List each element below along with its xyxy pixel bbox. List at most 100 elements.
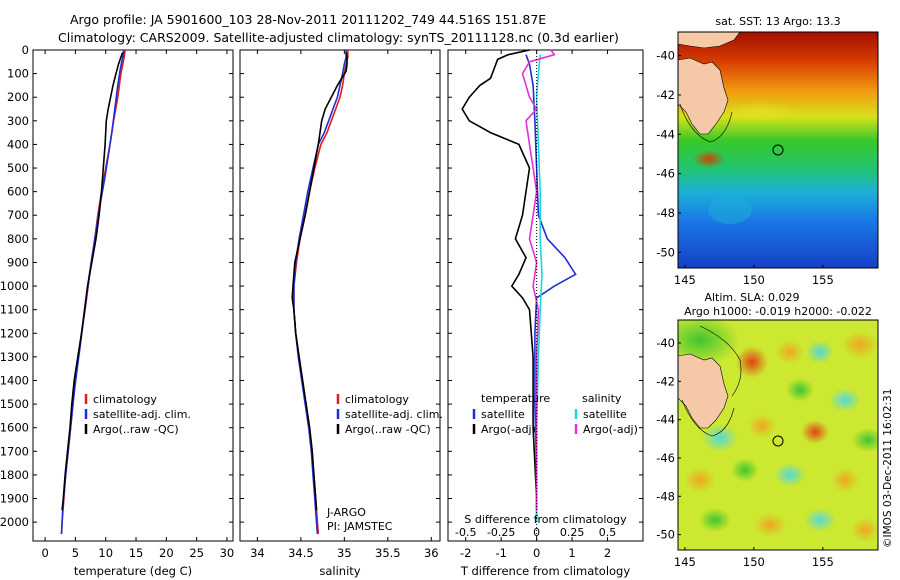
y-tick-label: -48 <box>656 206 675 220</box>
y-tick-label: 0 <box>22 43 29 57</box>
tasmania-shape <box>678 57 729 135</box>
salinity-axes-box <box>239 49 441 542</box>
y-tick-label: -46 <box>656 167 675 181</box>
y-tick-label: -50 <box>656 528 675 542</box>
salinity-panel: 34 34.5 35 35.5 36 salinity climatology satelli… <box>239 49 443 578</box>
x-tick-label: 15 <box>129 546 144 560</box>
legend-label: Argo(-adj) <box>481 423 536 436</box>
x-tick-label: 5 <box>72 546 79 560</box>
y-tick-label: 700 <box>7 208 29 222</box>
y-tick-label: 1800 <box>0 468 29 482</box>
s-tick-label: 0 <box>533 526 540 539</box>
x-tick-label: 10 <box>98 546 113 560</box>
sla-map-subtitle: Argo h1000: -0.019 h2000: -0.022 <box>684 305 872 318</box>
y-tick-label: -42 <box>656 88 675 102</box>
y-tick-label: -42 <box>656 374 675 388</box>
x-tick-label: 0 <box>533 546 540 560</box>
mainland-coast <box>678 32 741 49</box>
temperature-series-2 <box>61 52 124 511</box>
x-tick-label: 150 <box>743 273 765 287</box>
y-tick-label: 300 <box>7 114 29 128</box>
x-tick-label: 155 <box>812 555 834 569</box>
difference-xlabel2: S difference from climatology <box>464 513 627 526</box>
y-tick-label: 1900 <box>0 492 29 506</box>
difference-axes-box <box>447 49 644 542</box>
temperature-xlabel: temperature (deg C) <box>74 564 192 578</box>
y-tick-label: -46 <box>656 451 675 465</box>
legend-label: satellite <box>481 408 525 421</box>
x-tick-label: 155 <box>812 273 834 287</box>
argo-marker-sst <box>772 144 784 156</box>
x-tick-label: 145 <box>674 273 696 287</box>
y-tick-label: 600 <box>7 185 29 199</box>
difference-xlabel: T difference from climatology <box>460 564 631 578</box>
sst-map: sat. SST: 13 Argo: 13.3 145 150 155 -40 -42 -… <box>656 15 879 287</box>
salinity-series-1 <box>293 50 347 534</box>
temperature-series-0 <box>60 49 126 534</box>
credit-label: ©IMOS 03-Dec-2011 16:02:31 <box>882 389 894 548</box>
tasmania-shape-sla <box>678 353 729 429</box>
header-line2: Climatology: CARS2009. Satellite-adjuste… <box>58 30 619 45</box>
legend-label: satellite-adj. clim. <box>345 408 443 421</box>
y-tick-label: -44 <box>656 127 675 141</box>
x-tick-label: 25 <box>189 546 204 560</box>
legend-label: satellite <box>583 408 627 421</box>
x-tick-label: 0 <box>41 546 48 560</box>
y-tick-label: 1000 <box>0 279 29 293</box>
salinity-xlabel: salinity <box>319 564 360 578</box>
legend-label: Argo(-adj) <box>583 423 638 436</box>
y-tick-label: 200 <box>7 90 29 104</box>
y-tick-label: 1700 <box>0 444 29 458</box>
difference-series-2 <box>535 54 543 523</box>
x-tick-label: 20 <box>159 546 174 560</box>
difference-panel: -2 -1 0 1 2 T difference from climatology -0.5… <box>447 49 644 578</box>
difference-series-0 <box>525 54 577 523</box>
note-line-1: J-ARGO <box>326 506 366 519</box>
s-tick-label: -0.25 <box>487 526 515 539</box>
y-tick-label: 900 <box>7 255 29 269</box>
y-tick-label: 1500 <box>0 397 29 411</box>
s-tick-label: 0.5 <box>599 526 617 539</box>
x-tick-label: 30 <box>220 546 235 560</box>
x-tick-label: 36 <box>424 546 439 560</box>
x-tick-label: 150 <box>743 555 765 569</box>
sst-map-title: sat. SST: 13 Argo: 13.3 <box>715 15 840 28</box>
legend-label: climatology <box>345 393 409 406</box>
s-tick-label: 0.25 <box>560 526 585 539</box>
x-tick-label: 145 <box>674 555 696 569</box>
x-tick-label: 2 <box>604 546 611 560</box>
temperature-panel: 0 5 10 15 20 25 30 temperature (deg C) 0 100 200 30… <box>0 43 234 578</box>
y-tick-label: -40 <box>656 336 675 350</box>
legend-header-temperature: temperature <box>481 392 550 405</box>
salinity-series-2 <box>291 52 348 511</box>
y-tick-label: 1100 <box>0 303 29 317</box>
legend-header-salinity: salinity <box>582 392 622 405</box>
y-tick-label: 500 <box>7 161 29 175</box>
argo-marker-sla <box>772 435 784 447</box>
x-tick-label: 35 <box>337 546 352 560</box>
legend-label: satellite-adj. clim. <box>93 408 191 421</box>
header-line1: Argo profile: JA 5901600_103 28-Nov-2011… <box>70 12 546 27</box>
y-tick-label: 1200 <box>0 326 29 340</box>
temperature-series-1 <box>60 49 125 534</box>
y-tick-label: 1300 <box>0 350 29 364</box>
y-tick-label: -44 <box>656 413 675 427</box>
y-tick-label: -50 <box>656 245 675 259</box>
sla-map-title: Altim. SLA: 0.029 <box>704 291 799 304</box>
sla-map: Altim. SLA: 0.029 Argo h1000: -0.019 h20… <box>656 291 879 569</box>
y-tick-label: -48 <box>656 489 675 503</box>
y-tick-label: -40 <box>656 49 675 63</box>
legend-label: climatology <box>93 393 157 406</box>
y-tick-label: 400 <box>7 137 29 151</box>
difference-series-3 <box>521 49 556 511</box>
x-tick-label: 35.5 <box>375 546 401 560</box>
y-tick-label: 2000 <box>0 515 29 529</box>
temperature-axes-box <box>32 49 234 542</box>
y-tick-label: 1400 <box>0 373 29 387</box>
legend-label: Argo(..raw -QC) <box>93 423 179 436</box>
x-tick-label: 34 <box>250 546 265 560</box>
s-tick-label: -0.5 <box>455 526 476 539</box>
x-tick-label: 34.5 <box>288 546 314 560</box>
difference-series-1 <box>461 49 538 511</box>
